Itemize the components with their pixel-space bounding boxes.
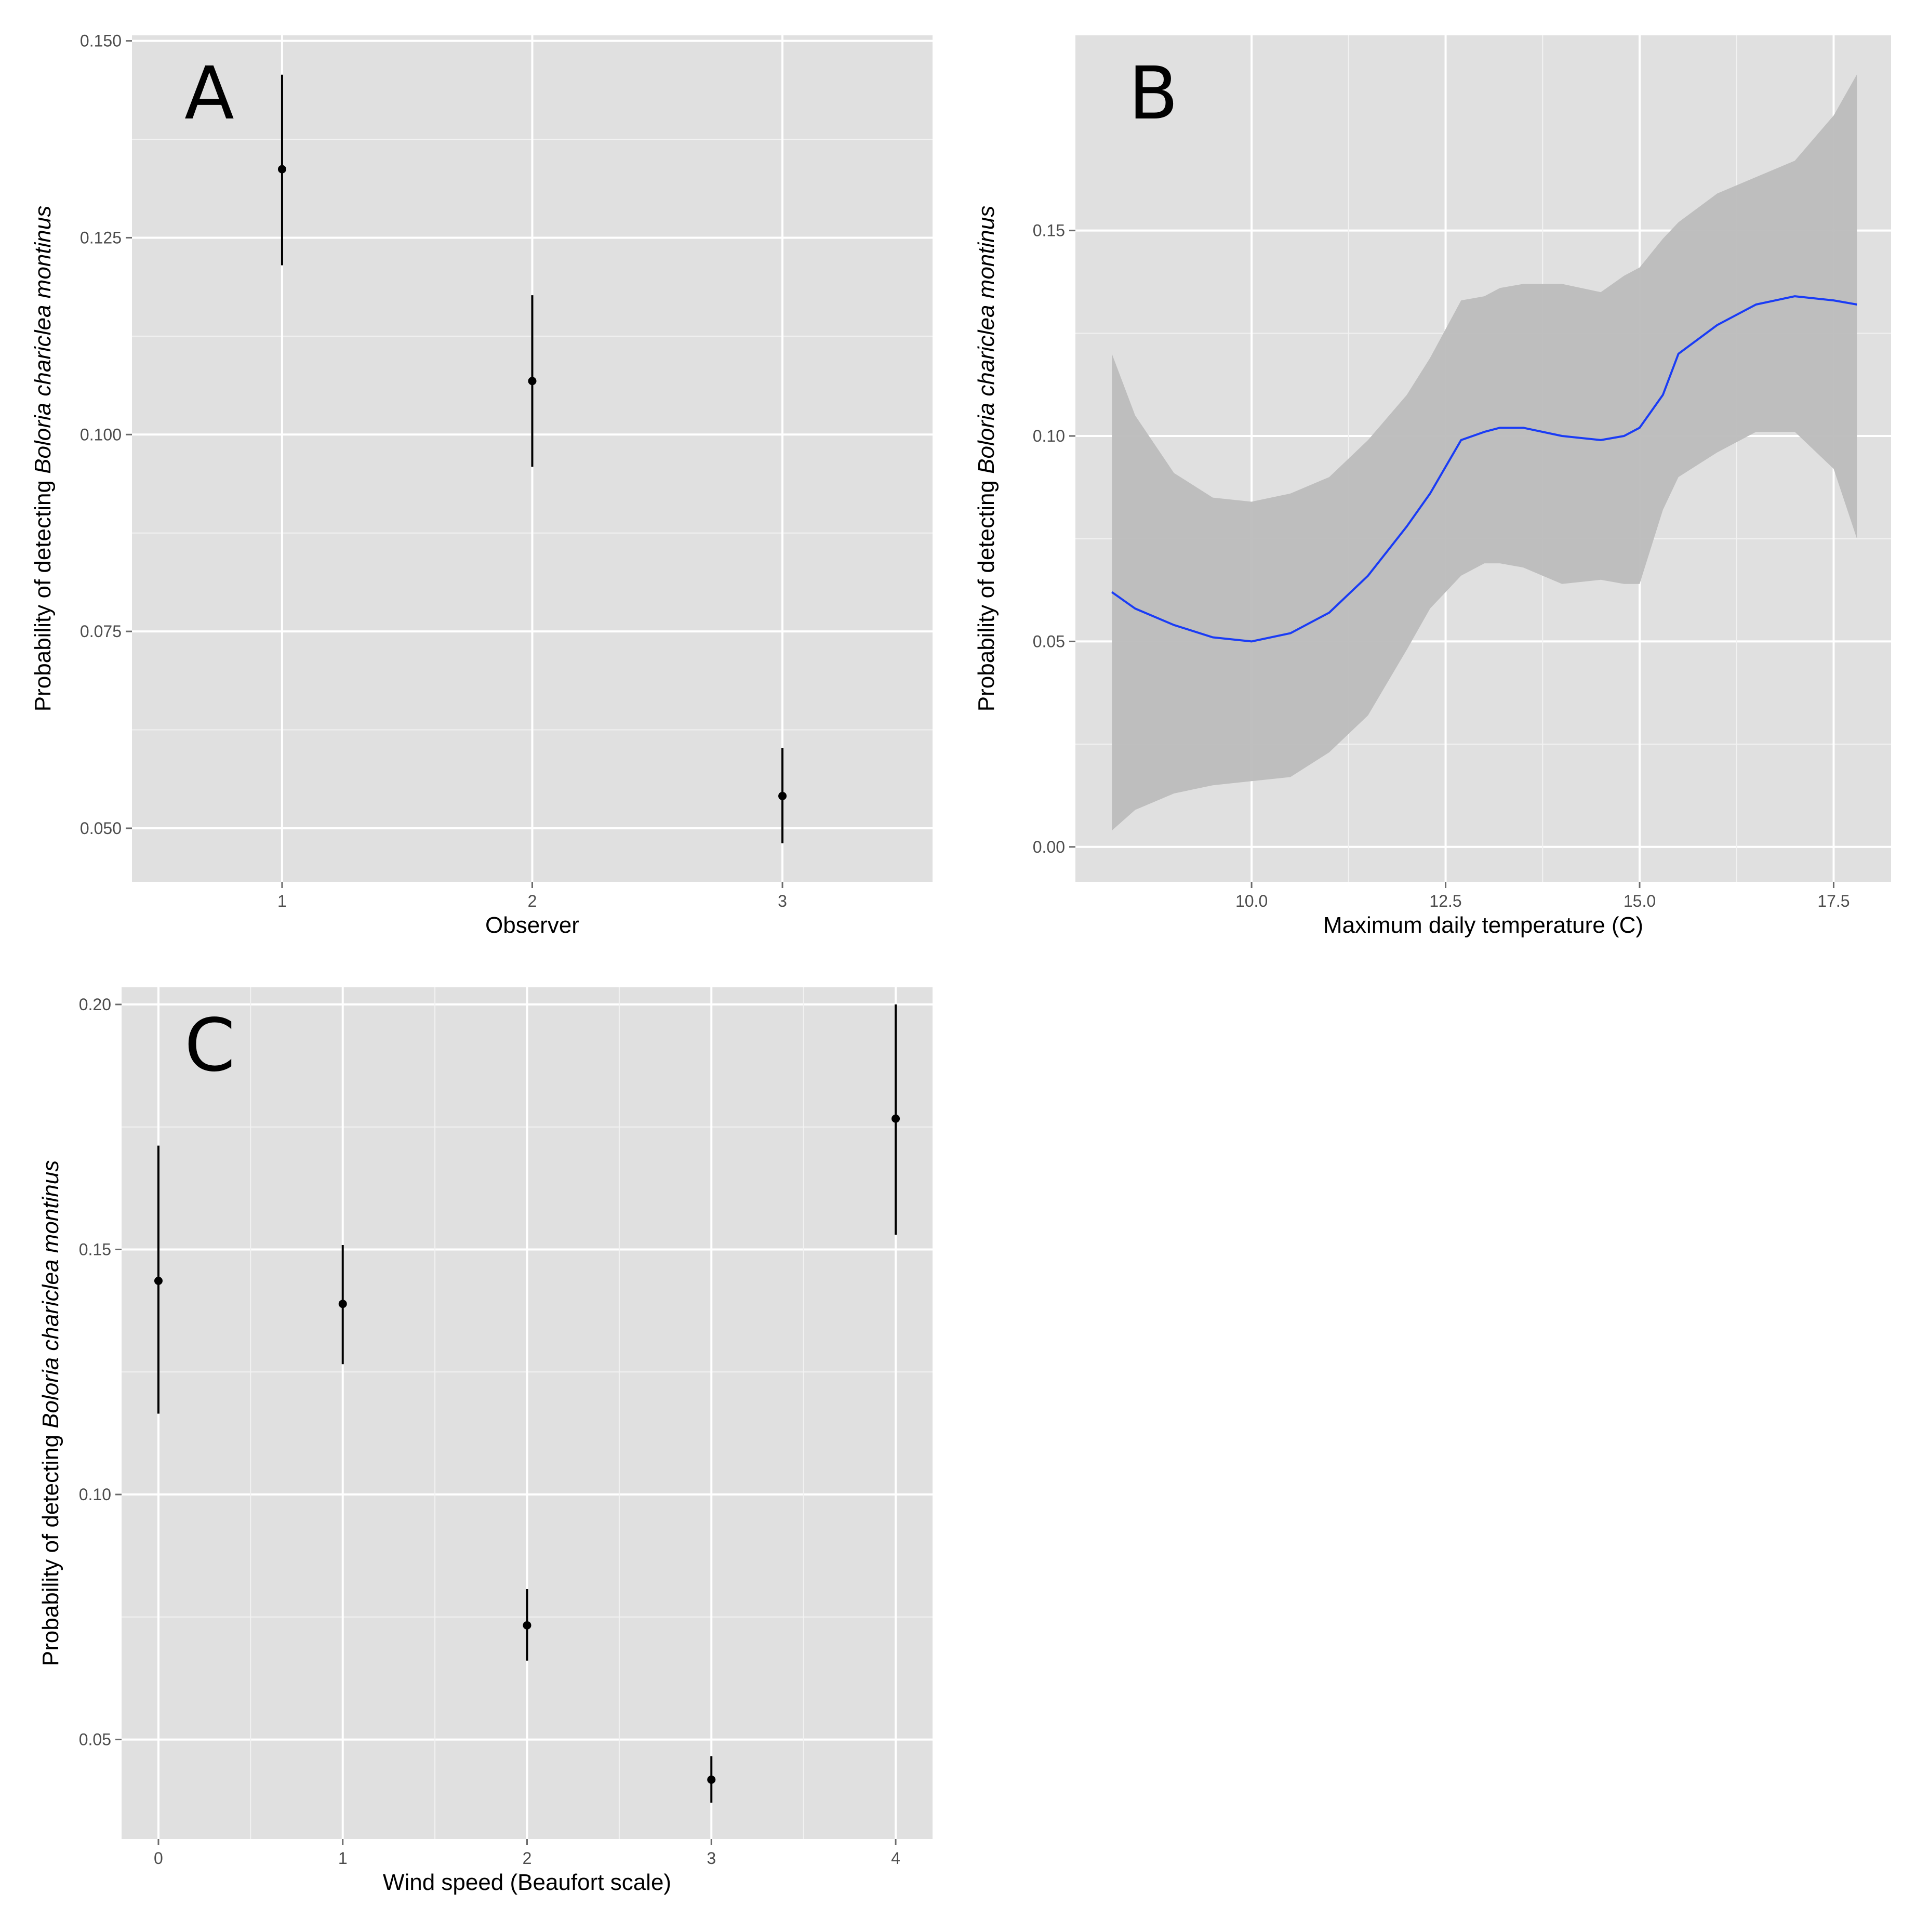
- panel-a-x-axis-title: Observer: [485, 912, 579, 938]
- panel-c-x-tick-label: 3: [707, 1849, 716, 1868]
- panel-c-x-axis-title: Wind speed (Beaufort scale): [383, 1870, 671, 1895]
- panel-a-y-tick-label: 0.150: [80, 32, 122, 50]
- panel-a-x-tick-label: 2: [528, 892, 537, 910]
- panel-b: 0.00 0.05 0.10 0.15 10.0 12.5 15.0 17.5 Maximum …: [974, 35, 1891, 938]
- panel-c-y-axis-title-species: Boloria chariclea montinus: [38, 1160, 63, 1428]
- panel-a-data-point: [778, 791, 787, 800]
- panel-b-x-tick-label: 10.0: [1235, 892, 1268, 910]
- panel-b-letter: B: [1128, 51, 1178, 136]
- panel-b-y-tick-label: 0.00: [1033, 838, 1065, 856]
- panel-c-data-point: [154, 1276, 163, 1285]
- panel-c-y-tick-label: 0.05: [79, 1730, 111, 1749]
- panel-c-x-tick-label: 1: [338, 1849, 348, 1868]
- panel-c-data-point: [523, 1621, 531, 1630]
- panel-a-y-axis-title: Probability of detecting Boloria charicl…: [30, 206, 56, 711]
- panel-c-y-axis-title: Probability of detecting Boloria charicl…: [38, 1160, 63, 1666]
- panel-a-data-point: [528, 377, 537, 386]
- panel-a-y-tick-label: 0.075: [80, 622, 122, 641]
- panel-b-y-tick-label: 0.10: [1033, 427, 1065, 445]
- panel-a-letter: A: [184, 51, 234, 136]
- panel-b-confidence-ribbon: [1112, 74, 1857, 831]
- panel-b-fit-line: [1111, 295, 1857, 643]
- panel-a-y-axis-title-text: Probability of detecting: [30, 474, 56, 711]
- panel-a-y-tick-label: 0.050: [80, 819, 122, 838]
- panel-c-data-point: [892, 1114, 900, 1123]
- panel-c-x-tick-label: 0: [154, 1849, 163, 1868]
- panel-c-y-tick-label: 0.15: [79, 1240, 111, 1259]
- panel-b-x-tick-label: 15.0: [1624, 892, 1656, 910]
- panel-b-y-axis-title: Probability of detecting Boloria charicl…: [974, 206, 999, 711]
- panel-a-y-axis-title-species: Boloria chariclea montinus: [30, 206, 56, 474]
- panel-c-data-point: [707, 1775, 716, 1784]
- panel-a-y-tick-label: 0.100: [80, 425, 122, 444]
- panel-c-y-axis-title-text: Probability of detecting: [38, 1428, 63, 1666]
- panel-b-x-tick-label: 17.5: [1817, 892, 1850, 910]
- panel-b-x-tick-label: 12.5: [1429, 892, 1461, 910]
- panel-b-y-tick-label: 0.05: [1033, 632, 1065, 651]
- panel-a: 0.050 0.075 0.100 0.125 0.150 1 2 3 Observer Prob…: [30, 32, 933, 938]
- panel-a-x-tick-label: 1: [277, 892, 287, 910]
- panel-c-data-point: [338, 1300, 347, 1308]
- panel-a-data-point: [277, 165, 286, 174]
- panel-c-letter: C: [184, 1003, 235, 1088]
- panel-b-y-axis-title-species: Boloria chariclea montinus: [974, 206, 999, 474]
- panel-b-y-tick-label: 0.15: [1033, 221, 1065, 240]
- panel-c-y-tick-label: 0.10: [79, 1485, 111, 1504]
- panel-c-x-tick-label: 4: [891, 1849, 900, 1868]
- panel-a-y-tick-label: 0.125: [80, 228, 122, 247]
- panel-c-x-tick-label: 2: [523, 1849, 532, 1868]
- panel-b-x-axis-title: Maximum daily temperature (C): [1323, 912, 1643, 938]
- panel-a-x-tick-label: 3: [778, 892, 787, 910]
- panel-c-y-tick-label: 0.20: [79, 995, 111, 1014]
- panel-c: 0.05 0.10 0.15 0.20 0 1 2 3 4 Wind speed (Beaufor…: [38, 987, 933, 1895]
- panel-b-y-axis-title-text: Probability of detecting: [974, 474, 999, 711]
